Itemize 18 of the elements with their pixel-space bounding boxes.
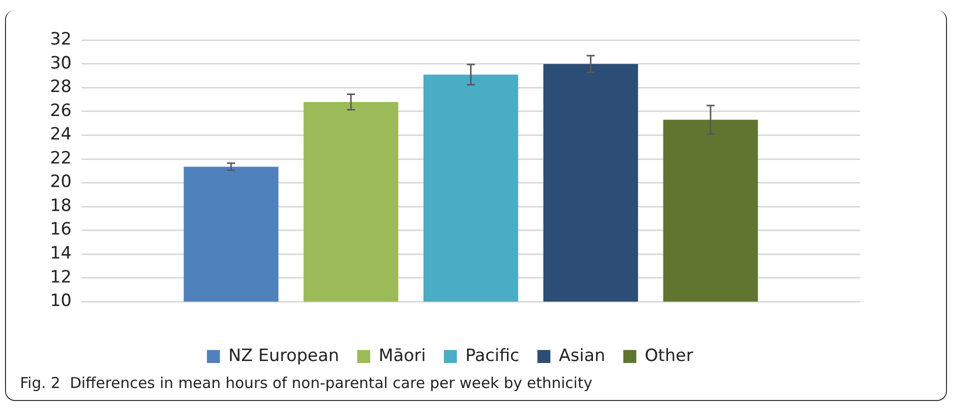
y-tick-label: 22 <box>50 148 72 168</box>
y-tick-label: 18 <box>50 196 72 216</box>
y-tick-label: 30 <box>50 53 72 74</box>
y-tick-label: 14 <box>50 243 72 264</box>
legend-label: Other <box>644 346 694 366</box>
y-tick-label: 32 <box>50 30 72 50</box>
legend-label: Pacific <box>465 346 520 366</box>
legend-label: NZ European <box>228 346 340 366</box>
y-tick-label: 24 <box>50 124 72 145</box>
y-tick-label: 20 <box>50 172 72 192</box>
legend-label: Asian <box>558 346 606 366</box>
y-tick-label: 28 <box>50 77 72 98</box>
y-tick-label: 10 <box>50 291 72 312</box>
y-tick-label: 26 <box>50 100 72 121</box>
legend-label: Māori <box>378 346 426 366</box>
y-tick-label: 12 <box>50 267 72 288</box>
caption: Fig. 2 Differences in mean hours of non-parental care per week by ethnicity <box>20 374 592 392</box>
y-tick-label: 16 <box>50 220 72 240</box>
